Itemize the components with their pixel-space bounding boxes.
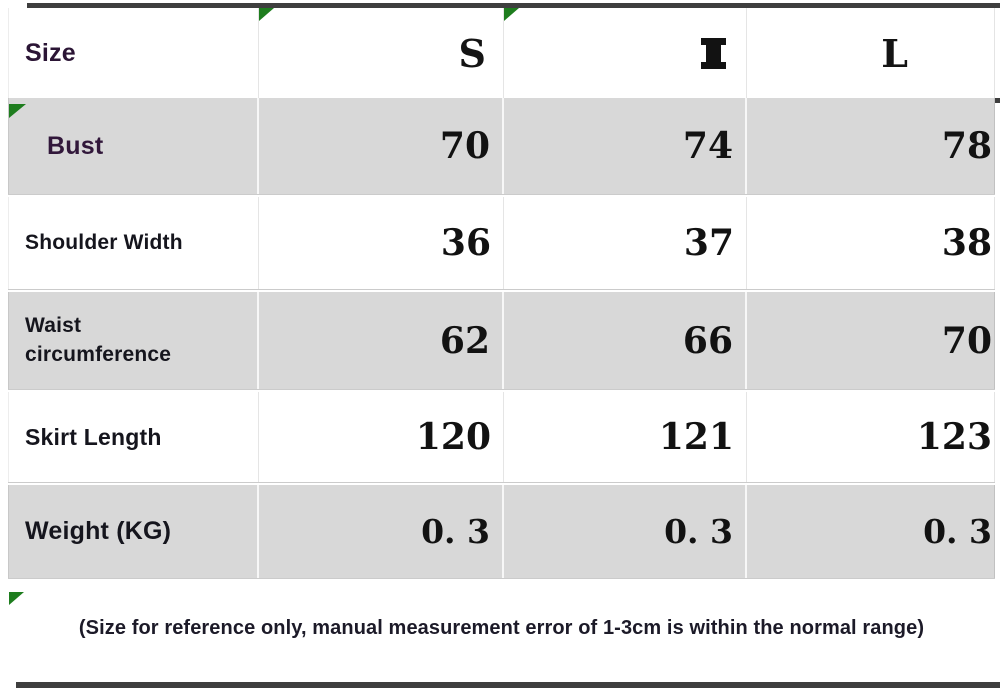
value-cell: 62 bbox=[259, 292, 504, 389]
skirt-s-value: 120 bbox=[415, 416, 491, 458]
row-label-cell: Skirt Length bbox=[9, 392, 259, 482]
table-row-bust: Bust 70 74 78 bbox=[8, 98, 995, 194]
row-divider bbox=[8, 194, 995, 197]
reference-note: (Size for reference only, manual measure… bbox=[78, 617, 925, 639]
size-column-title: Size bbox=[25, 38, 76, 67]
table-top-rule bbox=[27, 3, 1000, 8]
size-chart-table: Size S L Bust 70 74 78 Shoulder Width bbox=[8, 8, 995, 677]
table-row-skirt-length: Skirt Length 120 121 123 bbox=[8, 392, 995, 482]
row-label: Skirt Length bbox=[25, 423, 162, 450]
shoulder-m-value: 37 bbox=[683, 222, 734, 264]
value-cell: 70 bbox=[259, 98, 504, 194]
header-cell-size: Size bbox=[9, 8, 259, 98]
footnote-row: (Size for reference only, manual measure… bbox=[8, 580, 995, 677]
value-cell: 123 bbox=[747, 392, 996, 482]
value-cell: 0. 3 bbox=[504, 485, 747, 578]
shoulder-l-value: 38 bbox=[941, 222, 992, 264]
row-label: Waist circumference bbox=[25, 314, 172, 366]
row-label-cell: Bust bbox=[9, 98, 259, 194]
row-divider bbox=[8, 578, 995, 580]
weight-s-value: 0. 3 bbox=[421, 512, 490, 551]
value-cell: 37 bbox=[504, 197, 747, 289]
waist-m-value: 66 bbox=[682, 319, 733, 362]
skirt-m-value: 121 bbox=[658, 416, 734, 458]
value-cell: 121 bbox=[504, 392, 747, 482]
value-cell: 0. 3 bbox=[259, 485, 504, 578]
row-divider bbox=[8, 482, 995, 485]
value-cell: 66 bbox=[504, 292, 747, 389]
row-label: Weight (KG) bbox=[25, 517, 172, 545]
row-label: Bust bbox=[47, 131, 104, 160]
bust-l-value: 78 bbox=[941, 125, 992, 167]
size-m-glyph-icon bbox=[701, 37, 726, 69]
waist-l-value: 70 bbox=[941, 319, 992, 362]
row-label: Shoulder Width bbox=[25, 231, 183, 254]
bust-s-value: 70 bbox=[439, 125, 490, 167]
value-cell: 74 bbox=[504, 98, 747, 194]
table-row-weight: Weight (KG) 0. 3 0. 3 0. 3 bbox=[8, 485, 995, 578]
value-cell: 0. 3 bbox=[747, 485, 996, 578]
value-cell: 78 bbox=[747, 98, 996, 194]
size-l-label: L bbox=[881, 30, 908, 76]
value-cell: 36 bbox=[259, 197, 504, 289]
header-cell-l: L bbox=[747, 8, 996, 98]
green-corner-marker-icon bbox=[9, 104, 26, 118]
header-row: Size S L bbox=[8, 8, 995, 98]
row-label-cell: Shoulder Width bbox=[9, 197, 259, 289]
table-row-waist-circumference: Waist circumference 62 66 70 bbox=[8, 292, 995, 389]
weight-m-value: 0. 3 bbox=[664, 512, 733, 551]
skirt-l-value: 123 bbox=[916, 416, 992, 458]
header-cell-m bbox=[504, 8, 747, 98]
row-label-cell: Weight (KG) bbox=[9, 485, 259, 578]
row-divider bbox=[8, 289, 995, 292]
value-cell: 38 bbox=[747, 197, 996, 289]
green-corner-marker-icon bbox=[504, 8, 519, 21]
weight-l-value: 0. 3 bbox=[923, 512, 992, 551]
table-bottom-rule bbox=[16, 682, 1000, 688]
waist-s-value: 62 bbox=[439, 319, 490, 362]
value-cell: 70 bbox=[747, 292, 996, 389]
table-row-shoulder-width: Shoulder Width 36 37 38 bbox=[8, 197, 995, 289]
size-s-label: S bbox=[458, 30, 486, 76]
header-cell-s: S bbox=[259, 8, 504, 98]
value-cell: 120 bbox=[259, 392, 504, 482]
bust-m-value: 74 bbox=[682, 125, 733, 167]
row-label-cell: Waist circumference bbox=[9, 292, 259, 389]
shoulder-s-value: 36 bbox=[440, 222, 491, 264]
row-divider bbox=[8, 389, 995, 392]
green-corner-marker-icon bbox=[9, 592, 24, 605]
green-corner-marker-icon bbox=[259, 8, 274, 21]
